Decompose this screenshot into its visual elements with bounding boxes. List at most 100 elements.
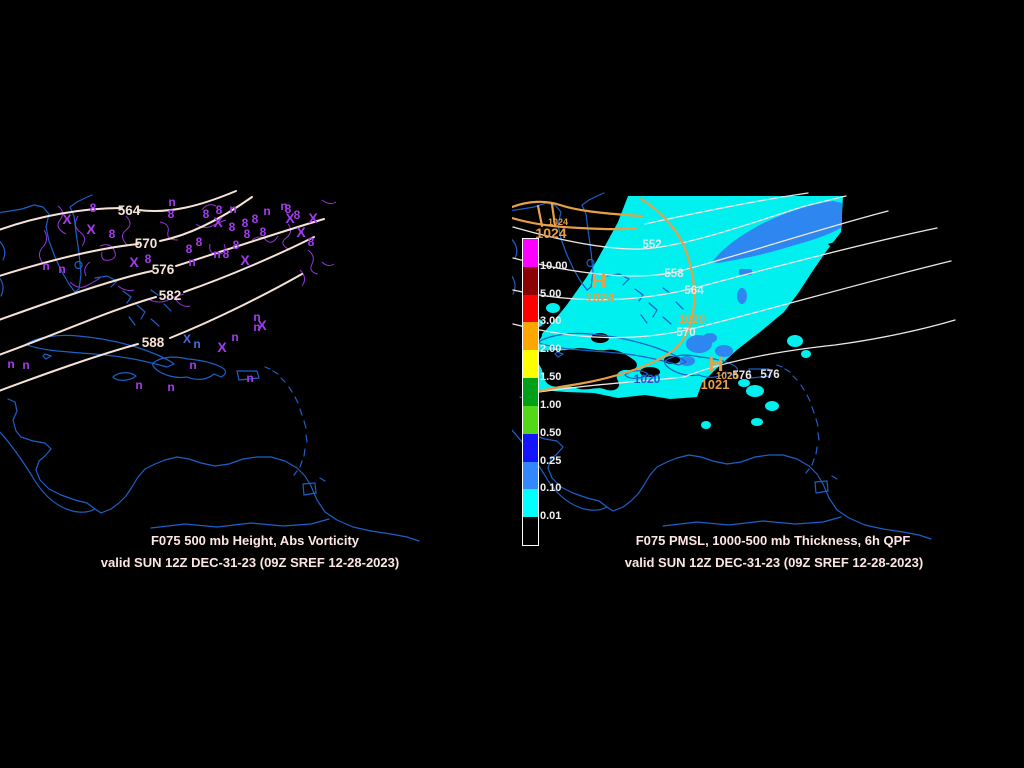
vorticity-mark: 8 bbox=[252, 212, 259, 226]
colorbar-label-0.25: 0.25 bbox=[540, 454, 562, 467]
vorticity-mark: n bbox=[168, 195, 175, 209]
vorticity-mark: 8 bbox=[168, 207, 175, 221]
height-contour-582 bbox=[0, 236, 315, 356]
vorticity-mark: n bbox=[253, 320, 260, 334]
vorticity-mark: 8 bbox=[294, 208, 301, 222]
colorbar-segment bbox=[523, 266, 538, 295]
vorticity-mark: X bbox=[217, 339, 227, 355]
thickness-contour-576 bbox=[531, 319, 956, 394]
colorbar-segment bbox=[523, 433, 538, 462]
qpf-colorbar bbox=[522, 238, 539, 546]
height-contour-570 bbox=[0, 196, 253, 277]
vorticity-mark: X bbox=[296, 224, 306, 240]
height-label-564: 564 bbox=[118, 203, 141, 218]
thickness-label-564: 564 bbox=[684, 285, 704, 297]
vorticity-mark: X bbox=[285, 210, 295, 226]
vorticity-mark: n bbox=[135, 378, 142, 392]
colorbar-label-1.00: 1.00 bbox=[540, 398, 562, 411]
thickness-contours-layer bbox=[512, 192, 956, 394]
vorticity-mark: n bbox=[167, 380, 174, 394]
vorticity-mark: 8 bbox=[285, 202, 292, 216]
high-value-1024: 1024 bbox=[586, 290, 616, 305]
vorticity-mark: n bbox=[231, 330, 238, 344]
height-label-588: 588 bbox=[142, 335, 165, 350]
colorbar-segment bbox=[523, 294, 538, 323]
vorticity-mark: X bbox=[240, 252, 250, 268]
pressure-label-1024: 1024 bbox=[548, 217, 568, 227]
vorticity-mark: 8 bbox=[244, 227, 251, 241]
colorbar-label-0.50: 0.50 bbox=[540, 426, 562, 439]
vorticity-mark: 8 bbox=[109, 227, 116, 241]
pressure-label-1024: 1024 bbox=[535, 225, 566, 241]
thickness-contour-570 bbox=[512, 260, 952, 339]
vorticity-mark: 8 bbox=[223, 247, 230, 261]
isobar-knot bbox=[536, 202, 557, 228]
vorticity-mark: n bbox=[189, 358, 196, 372]
vorticity-mark: n bbox=[280, 199, 287, 213]
vorticity-mark: n bbox=[58, 262, 65, 276]
vorticity-mark: 8 bbox=[145, 252, 152, 266]
thickness-label-576: 576 bbox=[760, 369, 779, 381]
thickness-contour-546 bbox=[644, 192, 809, 225]
vorticity-mark: 8 bbox=[229, 220, 236, 234]
thickness-label-558: 558 bbox=[664, 268, 684, 280]
colorbar-label-2.00: 2.00 bbox=[540, 343, 562, 356]
colorbar-segment bbox=[523, 405, 538, 434]
vorticity-mark: X bbox=[213, 214, 223, 230]
height-label-570: 570 bbox=[135, 236, 158, 251]
vorticity-mark: 8 bbox=[308, 235, 315, 249]
vorticity-mark: 8 bbox=[90, 201, 97, 215]
vorticity-mark: n bbox=[42, 259, 49, 273]
thickness-label-576: 576 bbox=[732, 370, 751, 382]
vorticity-mark: n bbox=[246, 371, 253, 385]
isobar-1024-upper bbox=[512, 200, 644, 218]
pmsl-isobars-layer bbox=[512, 197, 696, 393]
vorticity-mark: X bbox=[129, 254, 139, 270]
left-panel-valid-time: valid SUN 12Z DEC-31-23 (09Z SREF 12-28-… bbox=[100, 555, 400, 570]
isobar-1020 bbox=[538, 197, 696, 393]
pressure-label-1020: 1020 bbox=[716, 371, 739, 382]
colorbar-segment bbox=[523, 461, 538, 490]
height-contour-588 bbox=[0, 273, 303, 392]
vorticity-mark: n bbox=[7, 357, 14, 371]
vorticity-mark: n bbox=[22, 358, 29, 372]
colorbar-segment bbox=[523, 350, 538, 379]
vorticity-mark: 8 bbox=[216, 203, 223, 217]
vorticity-mark: X bbox=[62, 211, 72, 227]
vorticity-mark: n bbox=[188, 255, 195, 269]
vorticity-mark-blue: n bbox=[193, 337, 200, 351]
pressure-label-1020: 1020 bbox=[679, 312, 706, 326]
vorticity-mark: X bbox=[257, 317, 267, 333]
colorbar-label-5.00: 5.00 bbox=[540, 287, 562, 300]
height-contour-564 bbox=[0, 190, 237, 231]
qpf-fill-heavy-layer bbox=[679, 201, 842, 366]
vorticity-mark: n bbox=[229, 202, 236, 216]
vorticity-mark: n bbox=[263, 204, 270, 218]
colorbar-label-3.00: 3.00 bbox=[540, 315, 562, 328]
height-contour-576 bbox=[0, 218, 325, 321]
vorticity-mark: 8 bbox=[203, 207, 210, 221]
high-symbol: H bbox=[708, 353, 723, 376]
thickness-label-570: 570 bbox=[676, 327, 695, 339]
colorbar-segment bbox=[523, 517, 538, 545]
colorbar-segment bbox=[523, 378, 538, 406]
high-symbol: H bbox=[591, 270, 606, 293]
colorbar-segment bbox=[523, 322, 538, 351]
vorticity-mark: 8 bbox=[242, 216, 249, 230]
isobar-1024-lower bbox=[512, 216, 638, 231]
left-panel-title: F075 500 mb Height, Abs Vorticity bbox=[150, 533, 360, 548]
height-label-576: 576 bbox=[152, 262, 175, 277]
colorbar-label-1.50: 1.50 bbox=[540, 371, 562, 384]
colorbar-segment bbox=[523, 239, 538, 267]
vorticity-mark: X bbox=[86, 221, 96, 237]
qpf-heavy-patch bbox=[712, 201, 842, 263]
right-panel-title: F075 PMSL, 1000-500 mb Thickness, 6h QPF bbox=[635, 533, 911, 548]
